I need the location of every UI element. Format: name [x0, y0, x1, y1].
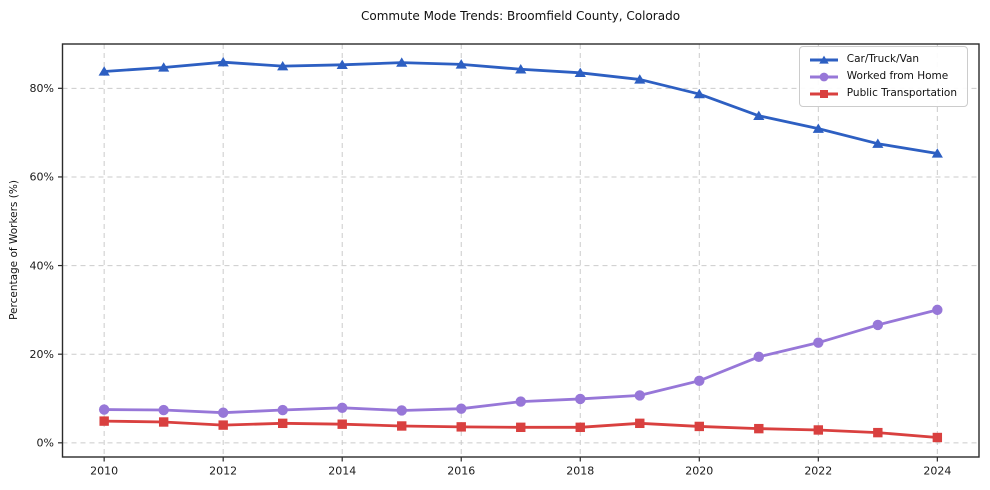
triangle-marker-icon — [396, 57, 408, 67]
gridlines — [62, 44, 979, 457]
y-axis: 0% 20% 40% 60% 80% — [30, 82, 63, 450]
square-marker-icon — [813, 425, 824, 435]
y-tick-label: 0% — [37, 437, 54, 450]
y-tick-label: 60% — [30, 171, 54, 184]
chart-title: Commute Mode Trends: Broomfield County, … — [360, 9, 681, 23]
x-tick-label: 2022 — [804, 465, 832, 478]
legend-label: Car/Truck/Van — [846, 53, 920, 65]
y-tick-label: 80% — [30, 82, 54, 95]
circle-marker-icon — [694, 375, 705, 386]
triangle-marker-icon — [158, 62, 170, 72]
circle-marker-icon — [337, 402, 348, 414]
legend-swatch-square-icon — [809, 89, 838, 98]
y-axis-label: Percentage of Workers (%) — [8, 180, 20, 320]
triangle-marker-icon — [277, 60, 289, 71]
series-markers-public-transportation — [99, 416, 943, 443]
triangle-marker-icon — [819, 55, 829, 64]
square-marker-icon — [99, 416, 109, 426]
triangle-marker-icon — [931, 148, 943, 158]
triangle-marker-icon — [455, 59, 467, 69]
triangle-marker-icon — [872, 138, 884, 148]
square-marker-icon — [337, 419, 347, 429]
square-marker-icon — [694, 421, 704, 432]
series-markers-worked-from-home — [98, 304, 943, 418]
square-marker-icon — [635, 418, 645, 429]
circle-marker-icon — [158, 404, 169, 416]
x-tick-label: 2020 — [685, 465, 713, 478]
circle-marker-icon — [98, 404, 110, 415]
square-marker-icon — [456, 422, 466, 432]
circle-marker-icon — [932, 304, 943, 316]
circle-marker-icon — [396, 405, 407, 416]
triangle-marker-icon — [812, 123, 824, 133]
circle-marker-icon — [872, 319, 884, 331]
triangle-marker-icon — [753, 110, 765, 120]
triangle-marker-icon — [336, 59, 348, 70]
x-tick-label: 2018 — [566, 465, 594, 478]
circle-marker-icon — [217, 407, 229, 418]
square-marker-icon — [754, 423, 764, 434]
x-tick-label: 2010 — [90, 465, 118, 478]
circle-marker-icon — [277, 404, 288, 416]
x-axis: 2010 2012 2014 2016 2018 2020 2022 2024 — [90, 457, 951, 478]
square-marker-icon — [218, 420, 228, 430]
x-tick-label: 2014 — [328, 465, 356, 478]
legend: Car/Truck/Van Worked from Home Public Tran… — [798, 46, 968, 107]
circle-marker-icon — [819, 72, 829, 81]
legend-swatch-triangle-icon — [809, 55, 838, 64]
square-marker-icon — [158, 417, 169, 427]
triangle-marker-icon — [98, 66, 110, 76]
circle-marker-icon — [456, 403, 467, 414]
square-marker-icon — [516, 422, 526, 433]
x-tick-label: 2012 — [209, 465, 237, 478]
triangle-marker-icon — [217, 56, 229, 67]
circle-marker-icon — [813, 337, 824, 348]
legend-item-public-transportation: Public Transportation — [808, 87, 957, 100]
square-marker-icon — [575, 422, 585, 433]
legend-item-worked-from-home: Worked from Home — [808, 70, 957, 83]
legend-swatch-circle-icon — [809, 72, 838, 81]
square-marker-icon — [819, 89, 828, 98]
legend-label: Public Transportation — [846, 87, 957, 99]
triangle-marker-icon — [693, 88, 705, 99]
square-marker-icon — [873, 427, 883, 438]
legend-item-car-truck-van: Car/Truck/Van — [808, 53, 957, 66]
square-marker-icon — [397, 421, 407, 431]
legend-label: Worked from Home — [846, 70, 949, 82]
y-tick-label: 40% — [30, 259, 54, 272]
circle-marker-icon — [515, 396, 526, 407]
x-tick-label: 2024 — [923, 465, 951, 478]
circle-marker-icon — [634, 390, 645, 401]
x-tick-label: 2016 — [447, 465, 475, 478]
series-markers-car-truck-van — [98, 56, 943, 158]
square-marker-icon — [932, 432, 943, 443]
plot-border — [61, 43, 980, 458]
y-tick-label: 20% — [30, 348, 54, 361]
triangle-marker-icon — [515, 64, 527, 74]
circle-marker-icon — [753, 351, 765, 363]
circle-marker-icon — [575, 393, 586, 405]
square-marker-icon — [277, 418, 288, 429]
triangle-marker-icon — [574, 67, 586, 78]
triangle-marker-icon — [634, 74, 646, 84]
